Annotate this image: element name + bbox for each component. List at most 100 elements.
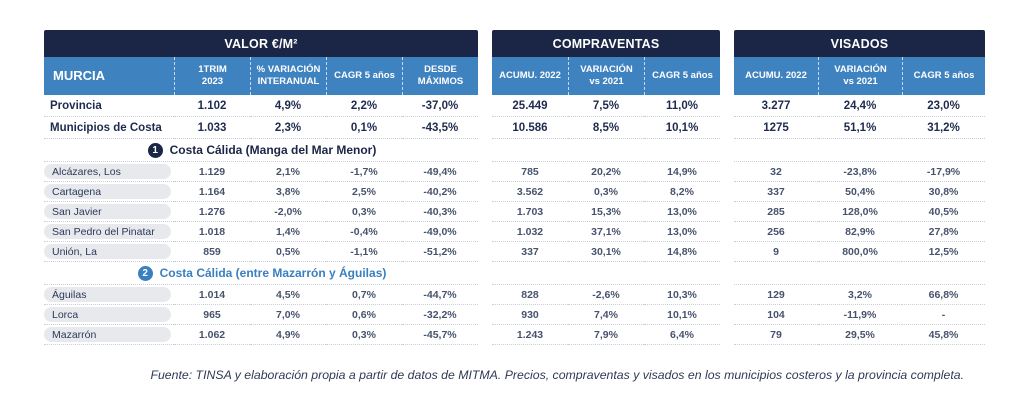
table-cell: 128,0% (818, 202, 902, 222)
table-cell: - (902, 305, 985, 325)
column-gutter (720, 117, 734, 139)
table-cell: 0,5% (250, 242, 326, 262)
section-number-badge: 2 (137, 265, 153, 281)
section-title-wrap: 2 Costa Cálida (entre Mazarrón y Águilas… (44, 262, 478, 285)
table-cell: 1.032 (492, 222, 568, 242)
column-gutter (720, 95, 734, 117)
table-cell: 82,9% (818, 222, 902, 242)
table-cell: 337 (734, 182, 818, 202)
table-cell: -45,7% (402, 325, 478, 345)
table-cell: 37,1% (568, 222, 644, 242)
table-cell: 10.586 (492, 117, 568, 139)
table-cell: 8,5% (568, 117, 644, 139)
statistics-table: VALOR €/M² COMPRAVENTAS VISADOS MURCIA 1… (44, 30, 985, 345)
section-title: Costa Cálida (entre Mazarrón y Águilas) (159, 266, 387, 280)
table-row-alcazares: Alcázares, Los 1.129 2,1% -1,7% -49,4% 7… (44, 162, 985, 182)
table-cell: -2,6% (568, 285, 644, 305)
table-cell: 40,5% (902, 202, 985, 222)
column-gutter (720, 305, 734, 325)
table-cell: 15,3% (568, 202, 644, 222)
column-gutter (720, 202, 734, 222)
column-gutter (478, 57, 492, 95)
column-header: ACUMU. 2022 (734, 57, 818, 95)
table-cell: 14,9% (644, 162, 720, 182)
column-gutter (720, 139, 734, 162)
table-cell: 7,4% (568, 305, 644, 325)
section-filler (492, 139, 720, 162)
table-cell: 7,5% (568, 95, 644, 117)
table-row-aguilas: Águilas 1.014 4,5% 0,7% -44,7% 828 -2,6%… (44, 285, 985, 305)
table-cell: 3,8% (250, 182, 326, 202)
table-cell: 30,8% (902, 182, 985, 202)
table-cell: -44,7% (402, 285, 478, 305)
table-cell: -17,9% (902, 162, 985, 182)
section-header-1: 1 Costa Cálida (Manga del Mar Menor) (44, 139, 985, 162)
row-label: Mazarrón (44, 327, 171, 342)
row-label: San Pedro del Pinatar (44, 224, 171, 239)
column-gutter (478, 95, 492, 117)
row-label: Unión, La (44, 244, 171, 259)
column-header: CAGR 5 años (644, 57, 720, 95)
table-cell: 24,4% (818, 95, 902, 117)
group-header-compraventas: COMPRAVENTAS (492, 30, 720, 57)
group-header-visados: VISADOS (734, 30, 985, 57)
column-gutter (720, 242, 734, 262)
table-cell: 10,1% (644, 117, 720, 139)
table-cell: -49,4% (402, 162, 478, 182)
table-cell: 31,2% (902, 117, 985, 139)
table-cell: 4,9% (250, 95, 326, 117)
table-row-san-javier: San Javier 1.276 -2,0% 0,3% -40,3% 1.703… (44, 202, 985, 222)
table-cell: 51,1% (818, 117, 902, 139)
table-cell: 129 (734, 285, 818, 305)
table-cell: -11,9% (818, 305, 902, 325)
column-gutter (720, 30, 734, 57)
group-header-valor: VALOR €/M² (44, 30, 478, 57)
table-cell: 23,0% (902, 95, 985, 117)
table-row-provincia: Provincia 1.102 4,9% 2,2% -37,0% 25.449 … (44, 95, 985, 117)
row-label: Cartagena (44, 184, 171, 199)
table-cell: 1,4% (250, 222, 326, 242)
table-row-cartagena: Cartagena 1.164 3,8% 2,5% -40,2% 3.562 0… (44, 182, 985, 202)
column-header: CAGR 5 años (326, 57, 402, 95)
corner-label: MURCIA (44, 57, 174, 95)
table-cell: 3.277 (734, 95, 818, 117)
table-row-municipios-costa: Municipios de Costa 1.033 2,3% 0,1% -43,… (44, 117, 985, 139)
row-label: Águilas (44, 287, 171, 302)
table-cell: -32,2% (402, 305, 478, 325)
table-cell: -23,8% (818, 162, 902, 182)
column-header: VARIACIÓN vs 2021 (818, 57, 902, 95)
column-gutter (720, 182, 734, 202)
table-cell: 9 (734, 242, 818, 262)
column-gutter (720, 222, 734, 242)
column-gutter (478, 162, 492, 182)
table-cell: 6,4% (644, 325, 720, 345)
table-cell: 828 (492, 285, 568, 305)
table-cell: 12,5% (902, 242, 985, 262)
table-cell: 25.449 (492, 95, 568, 117)
column-header: 1TRIM 2023 (174, 57, 250, 95)
table-cell: 66,8% (902, 285, 985, 305)
table-row-union: Unión, La 859 0,5% -1,1% -51,2% 337 30,1… (44, 242, 985, 262)
table-cell: 930 (492, 305, 568, 325)
table-cell: 7,0% (250, 305, 326, 325)
table-cell: 30,1% (568, 242, 644, 262)
column-header: CAGR 5 años (902, 57, 985, 95)
table-cell: 859 (174, 242, 250, 262)
column-gutter (478, 305, 492, 325)
column-header: % VARIACIÓN INTERANUAL (250, 57, 326, 95)
table-cell: 3,2% (818, 285, 902, 305)
section-number-badge: 1 (147, 142, 163, 158)
column-gutter (720, 285, 734, 305)
table-cell: 1.164 (174, 182, 250, 202)
table-cell: 785 (492, 162, 568, 182)
table-cell: -0,4% (326, 222, 402, 242)
section-title: Costa Cálida (Manga del Mar Menor) (169, 143, 377, 157)
table-cell: 1.018 (174, 222, 250, 242)
section-filler (734, 139, 985, 162)
row-label: San Javier (44, 204, 171, 219)
table-cell: 1.062 (174, 325, 250, 345)
table-cell: 104 (734, 305, 818, 325)
table-cell: -37,0% (402, 95, 478, 117)
table-cell: -49,0% (402, 222, 478, 242)
